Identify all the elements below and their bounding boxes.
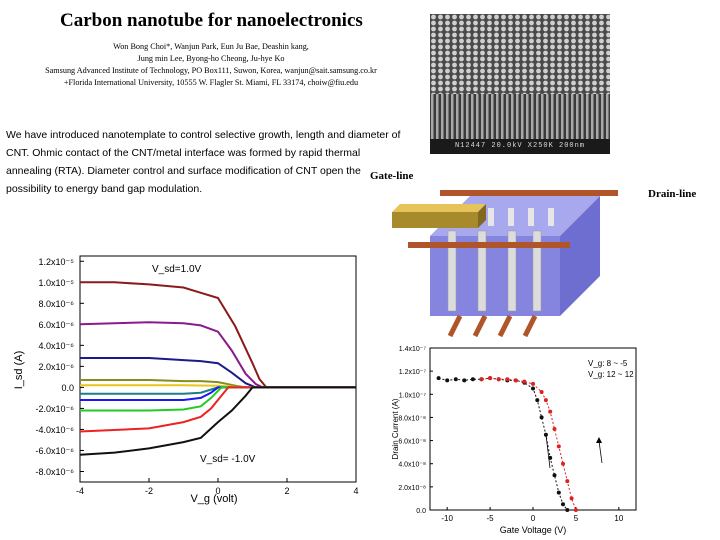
gate-line-label: Gate-line xyxy=(370,170,414,182)
nanotube xyxy=(508,208,514,226)
x-tick-label: 5 xyxy=(574,514,579,523)
sweep-arrow xyxy=(545,434,551,469)
plot-frame xyxy=(429,347,637,511)
annotation-vsd-positive: V_sd=1.0V xyxy=(152,264,202,275)
data-point xyxy=(513,378,518,383)
drain-line-label: Drain-line xyxy=(648,188,697,200)
y-axis-label: I_sd (A) xyxy=(13,351,25,390)
x-tick-label: -2 xyxy=(145,486,153,496)
drain-lead xyxy=(472,314,488,338)
drain-line-lower xyxy=(408,242,570,248)
x-tick-label: -10 xyxy=(441,514,453,523)
data-series-line xyxy=(79,386,356,456)
drain-lead xyxy=(497,314,513,338)
gate-line-side xyxy=(478,204,486,228)
y-tick-label: 2.0x10⁻⁸ xyxy=(398,485,426,492)
x-axis-label: V_g (volt) xyxy=(190,493,237,505)
y-tick-label: 8.0x10⁻⁸ xyxy=(398,415,426,422)
data-point xyxy=(552,427,557,431)
y-tick-label: 0.0 xyxy=(416,508,426,515)
y-tick-label: -2.0x10⁻⁶ xyxy=(36,404,75,414)
x-tick-label: -4 xyxy=(76,486,84,496)
abstract-text: We have introduced nanotemplate to contr… xyxy=(6,129,401,195)
drain-lead xyxy=(522,314,538,338)
y-tick-label: 6.0x10⁻⁸ xyxy=(398,439,426,446)
x-tick-label: 10 xyxy=(614,514,623,523)
sem-texture xyxy=(430,14,610,139)
drain-lead xyxy=(447,314,463,338)
y-tick-label: -8.0x10⁻⁶ xyxy=(36,467,75,477)
y-tick-label: 8.0x10⁻⁶ xyxy=(39,299,75,309)
gate-line-front xyxy=(392,212,478,228)
sem-micrograph: N12447 20.0kV X250K 200nm xyxy=(430,14,610,154)
y-tick-label: 2.0x10⁻⁶ xyxy=(39,362,75,372)
data-point xyxy=(573,508,578,512)
y-tick-label: 1.0x10⁻⁵ xyxy=(38,278,74,288)
drain-current-chart: 1.4x10⁻⁷ 1.2x10⁻⁷ 1.0x10⁻⁷ 8.0x10⁻⁸ 6.0x10⁻⁸… xyxy=(391,346,637,535)
y-tick-label: -4.0x10⁻⁶ xyxy=(36,425,75,435)
nanotube xyxy=(447,230,457,312)
drain-line xyxy=(440,190,618,196)
nanotube xyxy=(507,230,517,312)
nanotube xyxy=(477,230,487,312)
x-tick-label: 4 xyxy=(353,486,358,496)
y-tick-label: 0.0 xyxy=(61,383,74,393)
data-point xyxy=(522,379,527,384)
legend-entry: V_g: 8 ~ -5 xyxy=(588,359,628,368)
y-tick-label: 4.0x10⁻⁸ xyxy=(398,462,426,469)
y-tick-label: 1.2x10⁻⁷ xyxy=(399,369,427,376)
data-point xyxy=(539,415,544,420)
x-tick-label: 0 xyxy=(215,486,220,496)
data-series-line xyxy=(481,377,577,511)
data-point xyxy=(569,496,574,501)
sweep-arrow xyxy=(598,440,603,464)
y-tick-label: -6.0x10⁻⁶ xyxy=(36,446,75,456)
affiliation-line: Samsung Advanced Institute of Technology… xyxy=(45,66,377,75)
y-tick-label: 1.0x10⁻⁷ xyxy=(399,392,427,399)
x-tick-label: -5 xyxy=(487,514,495,523)
y-tick-label: 6.0x10⁻⁶ xyxy=(39,320,75,330)
data-point xyxy=(552,473,557,478)
nanotube xyxy=(488,208,494,226)
data-point xyxy=(470,377,475,382)
x-tick-label: 0 xyxy=(531,514,536,523)
arrow-head xyxy=(596,437,602,443)
nanotube xyxy=(528,208,534,226)
annotation-vsd-negative: V_sd= -1.0V xyxy=(200,454,256,465)
data-point xyxy=(561,461,565,466)
nanotube xyxy=(548,208,554,226)
y-axis-label: Drain Current (A) xyxy=(391,398,400,459)
legend-entry: V_g: 12 ~ 12 xyxy=(588,370,634,379)
cnt-device-diagram xyxy=(392,190,618,338)
transfer-curve-chart: 1.2x10⁻⁵ 1.0x10⁻⁵ 8.0x10⁻⁶ 6.0x10⁻⁶ 4.0x10⁻⁶… xyxy=(13,255,359,505)
y-tick-label: 4.0x10⁻⁶ xyxy=(39,341,75,351)
substrate-side xyxy=(560,196,600,316)
gate-line-top xyxy=(392,204,486,212)
y-tick-label: 1.2x10⁻⁵ xyxy=(38,257,74,267)
sem-caption: N12447 20.0kV X250K 200nm xyxy=(430,139,610,154)
plot-frame xyxy=(79,255,357,483)
y-tick-label: 1.4x10⁻⁷ xyxy=(399,346,427,353)
data-point xyxy=(479,377,484,382)
author-line: Won Bong Choi*, Wanjun Park, Eun Ju Bae,… xyxy=(113,42,309,51)
affiliation-line: +Florida International University, 10555… xyxy=(63,78,359,87)
nanotube xyxy=(532,230,542,312)
x-tick-label: 2 xyxy=(284,486,289,496)
data-point xyxy=(462,378,467,383)
x-axis-label: Gate Voltage (V) xyxy=(500,525,567,535)
author-line: Jung min Lee, Byong-ho Cheong, Ju-hye Ko xyxy=(137,54,285,63)
paper-title: Carbon nanotube for nanoelectronics xyxy=(60,10,363,31)
